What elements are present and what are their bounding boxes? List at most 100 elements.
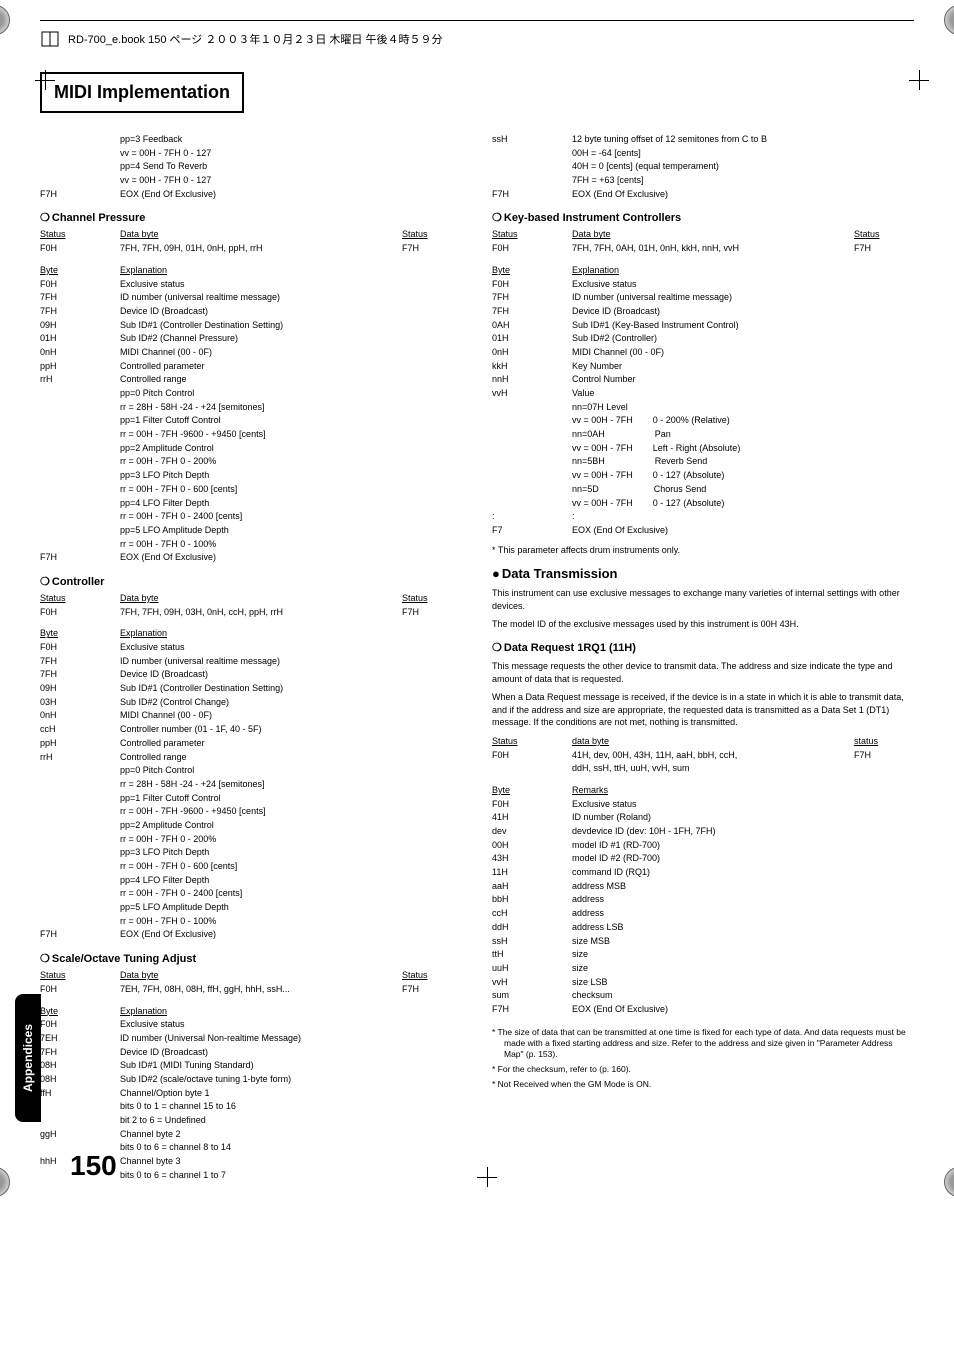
table-row: sumchecksum [492, 989, 914, 1003]
table-row: 7FHID number (universal realtime message… [492, 291, 914, 305]
td: ddH [492, 922, 572, 934]
td: F7H [40, 189, 120, 201]
table-row: pp=1 Filter Cutoff Control [40, 792, 462, 806]
data-transmission-title: Data Transmission [492, 566, 914, 581]
th: Status [40, 970, 120, 982]
td: Value [572, 388, 914, 400]
th: Byte [40, 1006, 120, 1018]
table-row: vv = 00H - 7FH 0 - 127 [40, 147, 462, 161]
td: pp=2 Amplitude Control [120, 820, 462, 832]
td: nn=0AH Pan [572, 429, 914, 441]
controller-title: Controller [40, 575, 462, 588]
td: 7FH = +63 [cents] [572, 175, 914, 187]
table-row: :: [492, 510, 914, 524]
th: data byte [572, 736, 854, 748]
crosshair-mark [477, 1167, 497, 1187]
td: Sub ID#1 (Key-Based Instrument Control) [572, 320, 914, 332]
table-row: ppHControlled parameter [40, 360, 462, 374]
table-row: 00Hmodel ID #1 (RD-700) [492, 839, 914, 853]
td: 43H [492, 853, 572, 865]
table-row: 09HSub ID#1 (Controller Destination Sett… [40, 682, 462, 696]
table-row: pp=2 Amplitude Control [40, 442, 462, 456]
td [40, 388, 120, 400]
td [40, 175, 120, 187]
td: Sub ID#1 (Controller Destination Setting… [120, 683, 462, 695]
table-row: devdevdevice ID (dev: 10H - 1FH, 7FH) [492, 825, 914, 839]
td: F0H [40, 984, 120, 996]
td: F0H [492, 799, 572, 811]
td: sum [492, 990, 572, 1002]
td: 03H [40, 697, 120, 709]
table-row: rr = 00H - 7FH -9600 - +9450 [cents] [40, 428, 462, 442]
table-row: pp=4 LFO Filter Depth [40, 874, 462, 888]
td [492, 443, 572, 455]
table-row: ccHController number (01 - 1F, 40 - 5F) [40, 723, 462, 737]
table-row: ddHaddress LSB [492, 921, 914, 935]
td [40, 861, 120, 873]
td: bits 0 to 1 = channel 15 to 16 [120, 1101, 462, 1113]
td [492, 763, 572, 775]
td: pp=4 LFO Filter Depth [120, 498, 462, 510]
header-text: RD-700_e.book 150 ページ ２００３年１０月２３日 木曜日 午後… [68, 31, 442, 47]
print-mark [944, 1167, 954, 1197]
table-row: kkHKey Number [492, 360, 914, 374]
th: Explanation [572, 265, 914, 277]
th: Status [40, 229, 120, 241]
td: size LSB [572, 977, 914, 989]
table-row: 41HID number (Roland) [492, 811, 914, 825]
td: ccH [40, 724, 120, 736]
td: Exclusive status [120, 279, 462, 291]
table-row: 7FHID number (universal realtime message… [40, 291, 462, 305]
table-row: 7FHDevice ID (Broadcast) [492, 305, 914, 319]
td: F7H [402, 243, 462, 255]
channel-pressure-title: Channel Pressure [40, 211, 462, 224]
print-mark [944, 5, 954, 35]
table-row: rr = 00H - 7FH 0 - 200% [40, 455, 462, 469]
td: 7FH [40, 656, 120, 668]
table-row: pp=4 LFO Filter Depth [40, 497, 462, 511]
td: 08H [40, 1060, 120, 1072]
td: rr = 00H - 7FH 0 - 600 [cents] [120, 861, 462, 873]
td [40, 888, 120, 900]
td: rr = 00H - 7FH 0 - 100% [120, 916, 462, 928]
th: Data byte [120, 229, 402, 241]
td: nn=5BH Reverb Send [572, 456, 914, 468]
body-text: This message requests the other device t… [492, 660, 914, 685]
td: 11H [492, 867, 572, 879]
page-header: RD-700_e.book 150 ページ ２００３年１０月２３日 木曜日 午後… [40, 20, 914, 57]
td: size [572, 949, 914, 961]
side-tab: Appendices [15, 994, 41, 1122]
table-row: F0HExclusive status [40, 278, 462, 292]
table-row: vvHsize LSB [492, 976, 914, 990]
td: 7FH [492, 306, 572, 318]
td: : [492, 511, 572, 523]
td: 7FH, 7FH, 09H, 03H, 0nH, ccH, ppH, rrH [120, 607, 402, 619]
td: Exclusive status [120, 1019, 462, 1031]
td [40, 847, 120, 859]
table-row: rr = 00H - 7FH 0 - 600 [cents] [40, 860, 462, 874]
table-row: 0nHMIDI Channel (00 - 0F) [492, 346, 914, 360]
td: devdevice ID (dev: 10H - 1FH, 7FH) [572, 826, 914, 838]
td [40, 511, 120, 523]
table-row: vv = 00H - 7FH 0 - 200% (Relative) [492, 414, 914, 428]
td: 7FH, 7FH, 09H, 01H, 0nH, ppH, rrH [120, 243, 402, 255]
td: 7EH, 7FH, 08H, 08H, ffH, ggH, hhH, ssH..… [120, 984, 402, 996]
td: Sub ID#1 (MIDI Tuning Standard) [120, 1060, 462, 1072]
td: F7 [492, 525, 572, 537]
crosshair-mark [909, 70, 929, 90]
table-row: pp=3 Feedback [40, 133, 462, 147]
td: pp=3 Feedback [120, 134, 462, 146]
table-row: F0HExclusive status [40, 641, 462, 655]
td [40, 148, 120, 160]
td: F7H [402, 984, 462, 996]
td: F0H [40, 642, 120, 654]
td [40, 443, 120, 455]
td: kkH [492, 361, 572, 373]
td: 7FH [40, 292, 120, 304]
td: rr = 28H - 58H -24 - +24 [semitones] [120, 779, 462, 791]
td [40, 1101, 120, 1113]
table-row: vv = 00H - 7FH 0 - 127 (Absolute) [492, 497, 914, 511]
td: Exclusive status [572, 799, 914, 811]
th: Remarks [572, 785, 914, 797]
table-row: F0HExclusive status [492, 278, 914, 292]
